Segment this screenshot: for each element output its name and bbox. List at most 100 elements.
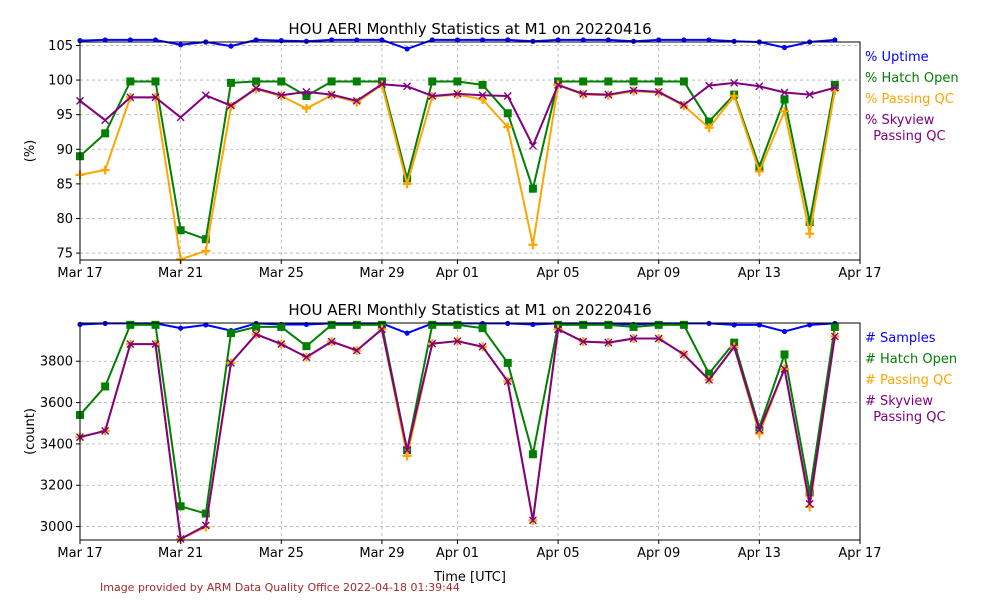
x-tick-label: Apr 09: [637, 266, 680, 281]
legend-entry: # Hatch Open: [865, 352, 958, 367]
data-point: [654, 77, 663, 86]
y-tick-label: 80: [56, 212, 73, 227]
data-point: [604, 338, 613, 347]
data-point: [252, 77, 261, 86]
legend-entry: # Passing QC: [865, 373, 953, 388]
data-point: [453, 89, 462, 98]
data-point: [478, 324, 487, 333]
data-point: [731, 38, 737, 44]
data-point: [530, 38, 536, 44]
data-point: [102, 37, 108, 43]
data-point: [654, 87, 663, 96]
data-point: [679, 100, 688, 109]
data-point: [151, 320, 160, 329]
data-point: [605, 37, 611, 43]
data-point: [528, 240, 538, 250]
legend-entry: % Uptime: [865, 50, 929, 65]
data-point: [404, 330, 410, 336]
data-point: [730, 342, 739, 351]
y-axis-label: (count): [23, 408, 38, 455]
data-point: [228, 43, 234, 49]
data-point: [478, 94, 488, 104]
data-point: [754, 166, 764, 176]
data-point: [178, 325, 184, 331]
data-point: [226, 78, 235, 87]
data-point: [554, 325, 563, 334]
data-point: [201, 521, 210, 530]
data-point: [402, 451, 412, 461]
legend-entry: % Passing QC: [865, 92, 954, 107]
data-point: [329, 37, 335, 43]
data-point: [101, 129, 110, 138]
data-point: [503, 91, 512, 100]
data-point: [428, 339, 437, 348]
y-tick-label: 3800: [40, 355, 73, 370]
data-point: [453, 77, 462, 86]
data-point: [780, 350, 789, 359]
x-tick-label: Mar 29: [359, 266, 404, 281]
data-point: [654, 334, 663, 343]
chart-title: HOU AERI Monthly Statistics at M1 on 202…: [288, 301, 651, 319]
data-point: [705, 369, 714, 378]
data-point: [805, 90, 814, 99]
data-point: [151, 77, 160, 86]
data-point: [377, 80, 386, 89]
x-tick-label: Apr 17: [838, 546, 881, 561]
data-point: [830, 332, 839, 341]
data-point: [226, 358, 235, 367]
data-point: [176, 113, 185, 122]
series-line: [79, 83, 836, 261]
chart-title: HOU AERI Monthly Statistics at M1 on 202…: [288, 20, 651, 38]
data-point: [528, 516, 537, 525]
data-point: [403, 82, 412, 91]
data-point: [201, 235, 210, 244]
data-point: [830, 83, 839, 92]
chart-panel-1: Mar 17 Mar 21 Mar 25 Mar 29 Apr 01 Apr 05 Apr …: [23, 20, 882, 281]
axes-frame: [79, 41, 861, 261]
data-point: [126, 320, 135, 329]
data-point: [352, 77, 361, 86]
data-point: [781, 328, 788, 335]
y-tick-label: 3200: [40, 479, 73, 494]
legend-entry: % Skyview Passing QC: [865, 113, 946, 144]
data-point: [679, 77, 688, 86]
data-point: [705, 81, 714, 90]
data-point: [604, 77, 613, 86]
data-point: [780, 88, 789, 97]
data-point: [302, 353, 311, 362]
x-tick-label: Apr 01: [436, 546, 479, 561]
data-point: [505, 37, 511, 43]
legend-entry: # Samples: [865, 331, 936, 346]
legend-entry: # Skyview Passing QC: [865, 394, 946, 425]
data-point: [428, 91, 437, 100]
data-point: [704, 123, 714, 133]
data-point: [126, 93, 135, 102]
x-tick-label: Mar 21: [158, 266, 203, 281]
data-point: [478, 91, 487, 100]
data-point: [805, 229, 815, 239]
x-tick-label: Apr 13: [738, 546, 781, 561]
data-point: [176, 502, 185, 511]
data-point: [277, 322, 286, 331]
data-point: [352, 96, 361, 105]
data-point: [201, 246, 211, 256]
data-point: [579, 77, 588, 86]
data-point: [629, 334, 638, 343]
data-point: [151, 93, 160, 102]
data-point: [630, 38, 637, 44]
x-tick-label: Mar 25: [259, 266, 304, 281]
data-point: [705, 375, 714, 384]
x-tick-label: Apr 05: [536, 266, 579, 281]
data-point: [201, 91, 210, 100]
data-point: [453, 320, 462, 329]
data-point: [780, 95, 789, 104]
data-point: [528, 141, 537, 150]
x-tick-label: Apr 09: [637, 546, 680, 561]
data-point: [554, 80, 563, 89]
data-point: [252, 330, 261, 339]
x-tick-label: Mar 29: [359, 546, 404, 561]
data-point: [805, 488, 814, 497]
data-point: [679, 320, 688, 329]
y-tick-label: 105: [48, 39, 73, 54]
